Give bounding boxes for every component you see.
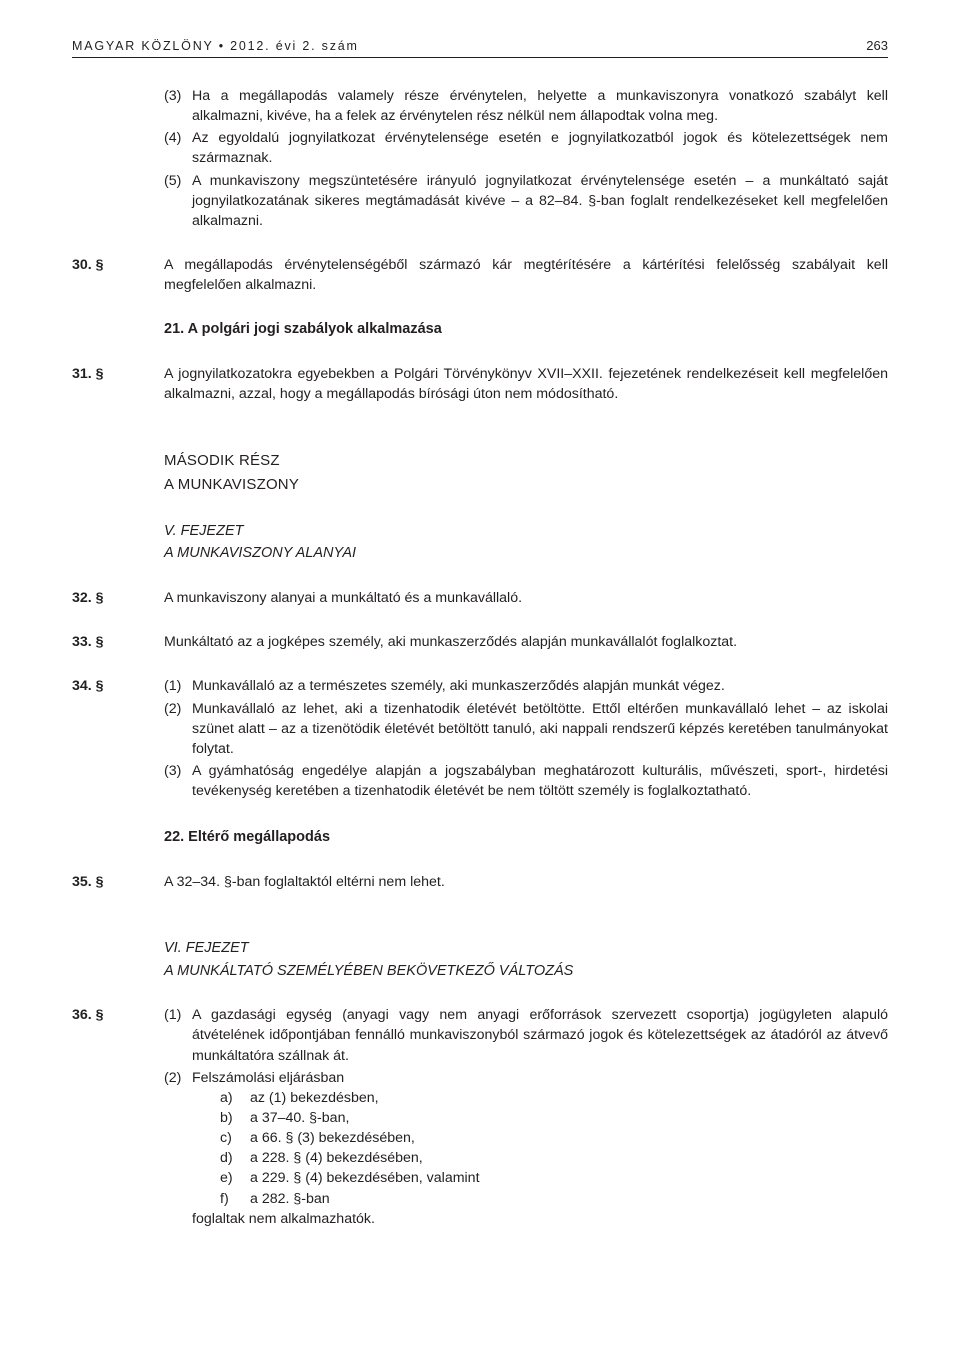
para-number: (5) (164, 171, 192, 231)
header-left: MAGYAR KÖZLÖNY • 2012. évi 2. szám (72, 39, 359, 53)
header-page-number: 263 (866, 38, 888, 53)
sub-text: a 66. § (3) bekezdésében, (250, 1128, 888, 1148)
page-content: (3) Ha a megállapodás valamely része érv… (72, 86, 888, 1231)
sub-label: e) (220, 1168, 250, 1188)
para-number: (3) (164, 86, 192, 126)
section-label: 36. § (72, 1005, 164, 1231)
section-label: 35. § (72, 872, 164, 892)
s34-para-1: (1) Munkavállaló az a természetes személ… (164, 676, 888, 696)
section-31: 31. § A jognyilatkozatokra egyebekben a … (72, 364, 888, 404)
section-body: A jognyilatkozatokra egyebekben a Polgár… (164, 364, 888, 404)
sub-label: c) (220, 1128, 250, 1148)
section-body: (1) A gazdasági egység (anyagi vagy nem … (164, 1005, 888, 1231)
sub-c: c) a 66. § (3) bekezdésében, (220, 1128, 888, 1148)
para-text: A gazdasági egység (anyagi vagy nem anya… (192, 1005, 888, 1065)
section-body: A megállapodás érvénytelenségéből szárma… (164, 255, 888, 295)
para-4: (4) Az egyoldalú jognyilatkozat érvényte… (164, 128, 888, 168)
part-subtitle: A MUNKAVISZONY (164, 474, 888, 495)
s34-para-3: (3) A gyámhatóság engedélye alapján a jo… (164, 761, 888, 801)
s36-para-1: (1) A gazdasági egység (anyagi vagy nem … (164, 1005, 888, 1065)
para-text: Ha a megállapodás valamely része érvényt… (192, 86, 888, 126)
sub-f: f) a 282. §-ban (220, 1189, 888, 1209)
intro-paragraphs: (3) Ha a megállapodás valamely része érv… (164, 86, 888, 231)
para-text: A munkaviszony megszüntetésére irányuló … (192, 171, 888, 231)
chapter-6-subtitle: A MUNKÁLTATÓ SZEMÉLYÉBEN BEKÖVETKEZŐ VÁL… (164, 961, 888, 982)
section-body: (1) Munkavállaló az a természetes személ… (164, 676, 888, 803)
section-33: 33. § Munkáltató az a jogképes személy, … (72, 632, 888, 652)
heading-22: 22. Eltérő megállapodás (164, 827, 888, 848)
sub-d: d) a 228. § (4) bekezdésében, (220, 1148, 888, 1168)
s36-tail: foglaltak nem alkalmazhatók. (192, 1209, 888, 1229)
para-5: (5) A munkaviszony megszüntetésére irány… (164, 171, 888, 231)
section-label: 31. § (72, 364, 164, 404)
section-30: 30. § A megállapodás érvénytelenségéből … (72, 255, 888, 295)
section-body: A 32–34. §-ban foglaltaktól eltérni nem … (164, 872, 888, 892)
s36-sublist: a) az (1) bekezdésben, b) a 37–40. §-ban… (220, 1088, 888, 1209)
section-body: Munkáltató az a jogképes személy, aki mu… (164, 632, 888, 652)
sub-text: a 229. § (4) bekezdésében, valamint (250, 1168, 888, 1188)
sub-label: d) (220, 1148, 250, 1168)
section-34: 34. § (1) Munkavállaló az a természetes … (72, 676, 888, 803)
running-header: MAGYAR KÖZLÖNY • 2012. évi 2. szám 263 (72, 38, 888, 58)
section-32: 32. § A munkaviszony alanyai a munkáltat… (72, 588, 888, 608)
section-label: 30. § (72, 255, 164, 295)
para-text: A gyámhatóság engedélye alapján a jogsza… (192, 761, 888, 801)
para-text: Felszámolási eljárásban a) az (1) bekezd… (192, 1068, 888, 1229)
sub-label: b) (220, 1108, 250, 1128)
para-number: (2) (164, 699, 192, 759)
part-title: MÁSODIK RÉSZ (164, 450, 888, 471)
sub-text: a 282. §-ban (250, 1189, 888, 1209)
s34-para-2: (2) Munkavállaló az lehet, aki a tizenha… (164, 699, 888, 759)
para-number: (2) (164, 1068, 192, 1229)
para-text: Az egyoldalú jognyilatkozat érvénytelens… (192, 128, 888, 168)
sub-text: a 37–40. §-ban, (250, 1108, 888, 1128)
sub-label: a) (220, 1088, 250, 1108)
heading-21: 21. A polgári jogi szabályok alkalmazása (164, 319, 888, 340)
section-label: 33. § (72, 632, 164, 652)
sub-b: b) a 37–40. §-ban, (220, 1108, 888, 1128)
sub-e: e) a 229. § (4) bekezdésében, valamint (220, 1168, 888, 1188)
sub-label: f) (220, 1189, 250, 1209)
para-text: Munkavállaló az a természetes személy, a… (192, 676, 888, 696)
section-35: 35. § A 32–34. §-ban foglaltaktól eltérn… (72, 872, 888, 892)
para-number: (1) (164, 676, 192, 696)
section-label: 34. § (72, 676, 164, 803)
chapter-6-title: VI. FEJEZET (164, 938, 888, 959)
para2-lead: Felszámolási eljárásban (192, 1070, 344, 1086)
chapter-5-title: V. FEJEZET (164, 521, 888, 542)
para-number: (4) (164, 128, 192, 168)
para-number: (3) (164, 761, 192, 801)
sub-text: az (1) bekezdésben, (250, 1088, 888, 1108)
sub-text: a 228. § (4) bekezdésében, (250, 1148, 888, 1168)
s36-para-2: (2) Felszámolási eljárásban a) az (1) be… (164, 1068, 888, 1229)
section-body: A munkaviszony alanyai a munkáltató és a… (164, 588, 888, 608)
para-text: Munkavállaló az lehet, aki a tizenhatodi… (192, 699, 888, 759)
para-number: (1) (164, 1005, 192, 1065)
sub-a: a) az (1) bekezdésben, (220, 1088, 888, 1108)
chapter-5-subtitle: A MUNKAVISZONY ALANYAI (164, 543, 888, 564)
section-36: 36. § (1) A gazdasági egység (anyagi vag… (72, 1005, 888, 1231)
para-3: (3) Ha a megállapodás valamely része érv… (164, 86, 888, 126)
section-label: 32. § (72, 588, 164, 608)
